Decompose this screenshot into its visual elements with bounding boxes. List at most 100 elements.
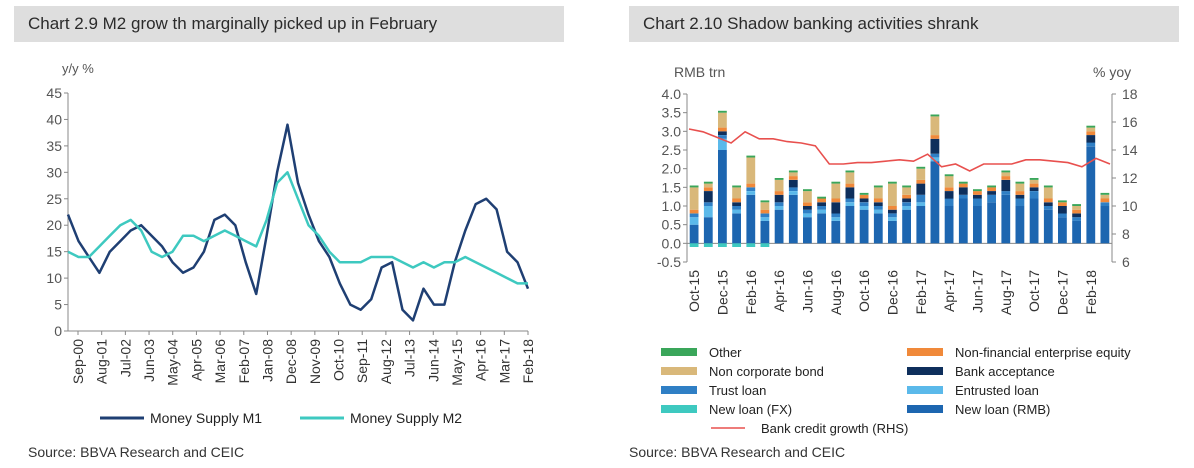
bar-segment — [831, 198, 841, 203]
bar-segment — [973, 198, 982, 206]
bar-segment — [973, 206, 982, 244]
bar-segment — [1029, 179, 1039, 184]
bar-segment — [916, 183, 926, 195]
bar-segment — [1086, 135, 1096, 143]
bar-segment — [803, 206, 812, 210]
bar-segment — [788, 187, 798, 191]
bar-segment — [944, 198, 954, 206]
bar-segment — [973, 194, 982, 199]
bar-segment — [760, 202, 770, 210]
bar-segment — [1072, 220, 1081, 244]
x-tick-label: Feb-18 — [520, 339, 536, 384]
bar-segment — [987, 191, 996, 195]
shadow-banking-bar-chart: RMB trn % yoy -0.5 0.0 0.5 1.0 1.5 2.0 2.5 3.0 3.5… — [657, 64, 1138, 436]
x-tick-label: Dec-08 — [283, 339, 299, 384]
legend-swatch — [661, 386, 697, 394]
bar-segment — [859, 202, 869, 206]
bar-segment — [1029, 198, 1039, 244]
bar-segment — [902, 209, 911, 244]
bar-segment — [973, 191, 982, 195]
bar-segment — [774, 194, 784, 203]
bar-segment — [774, 191, 784, 195]
bar-segment — [774, 202, 784, 206]
bar-segment — [831, 217, 841, 221]
bar-segment — [916, 166, 926, 169]
bar-segment — [1086, 146, 1096, 244]
bar-segment — [1001, 170, 1011, 173]
bar-segment — [1043, 185, 1053, 188]
bar-segment — [1015, 191, 1025, 195]
bar-segment — [902, 202, 911, 206]
bar-segment — [859, 198, 869, 203]
right-y-tick-label: 8 — [1122, 226, 1130, 242]
bar-segment — [746, 243, 756, 247]
bar-segment — [1029, 183, 1039, 188]
x-tick-label: Jun-14 — [425, 339, 441, 382]
left-y-tick-label: -0.5 — [657, 254, 681, 270]
bar-segment — [958, 198, 968, 244]
x-tick-label: Oct-17 — [1026, 270, 1042, 312]
bar-segment — [831, 183, 841, 199]
right-y-tick-label: 10 — [1122, 198, 1138, 214]
bar-segment — [803, 213, 812, 218]
bar-segment — [732, 243, 741, 247]
bar-segment — [944, 187, 954, 191]
x-tick-label: Nov-09 — [307, 339, 323, 384]
bar-segment — [845, 170, 855, 173]
bar-segment — [703, 202, 713, 206]
bar-segment — [845, 172, 855, 184]
left-y-tick-label: 1.0 — [662, 198, 682, 214]
left-axis-unit-label: RMB trn — [674, 64, 725, 80]
m2-series-line — [67, 171, 528, 285]
legend-label: Other — [709, 345, 742, 360]
right-y-tick-label: 18 — [1122, 86, 1138, 102]
x-tick-label: Oct-10 — [331, 339, 347, 381]
bar-segment — [1015, 181, 1025, 184]
bar-segment — [1072, 206, 1081, 210]
x-tick-label: Apr-05 — [188, 339, 204, 381]
bar-segment — [859, 192, 869, 195]
bar-segment — [1043, 202, 1053, 206]
bar-segment — [718, 135, 727, 139]
bar-segment — [1086, 142, 1096, 147]
x-tick-label: Dec-16 — [884, 270, 900, 315]
bar-segment — [916, 202, 926, 206]
bar-segment — [916, 206, 926, 244]
bar-segment — [788, 194, 798, 244]
bar-segment — [902, 185, 911, 188]
bar-segment — [1100, 194, 1110, 199]
x-tick-label: Aug-16 — [828, 270, 844, 315]
bar-segment — [1072, 213, 1081, 218]
bar-segment — [689, 209, 699, 214]
bar-segment — [831, 202, 841, 214]
bar-segment — [689, 224, 699, 244]
x-tick-label: Oct-15 — [686, 270, 702, 312]
bar-segment — [732, 206, 741, 210]
bar-segment — [718, 110, 727, 113]
bar-segment — [689, 243, 699, 247]
bar-segment — [817, 198, 826, 203]
bar-segment — [703, 187, 713, 191]
bar-segment — [930, 135, 940, 139]
bar-segment — [1001, 172, 1011, 177]
y-tick-label: 15 — [46, 244, 62, 260]
bar-segment — [746, 187, 756, 191]
bar-segment — [873, 206, 883, 210]
bar-segment — [746, 155, 756, 158]
bar-segment — [958, 183, 968, 188]
bar-segment — [930, 116, 940, 136]
x-tick-label: Jun-17 — [969, 270, 985, 313]
legend-swatch — [661, 405, 697, 413]
bar-segment — [831, 181, 841, 184]
legend-label: Bank credit growth (RHS) — [761, 421, 908, 436]
bar-segment — [916, 168, 926, 180]
bar-segment — [916, 194, 926, 203]
bar-segment — [1029, 178, 1039, 180]
x-tick-label: Apr-16 — [473, 339, 489, 381]
bar-segment — [1072, 217, 1081, 221]
bar-segment — [774, 209, 784, 244]
bar-segment — [1015, 183, 1025, 192]
bar-segment — [1015, 198, 1025, 206]
bar-segment — [788, 170, 798, 173]
legend-m1-label: Money Supply M1 — [150, 410, 262, 426]
